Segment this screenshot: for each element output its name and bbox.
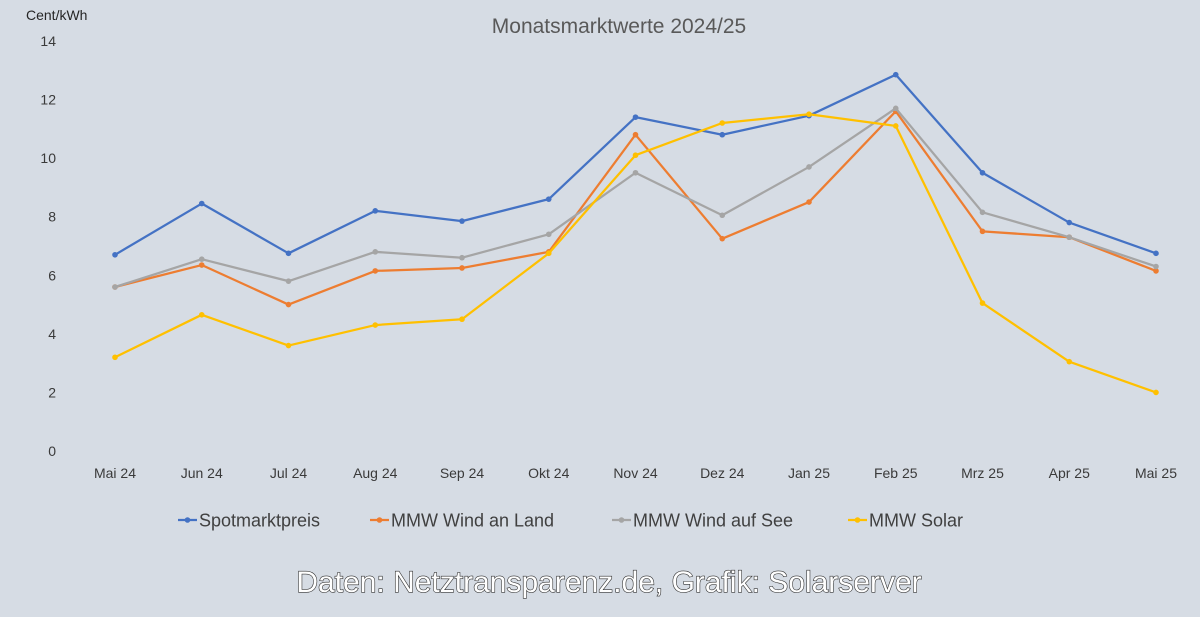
data-point: [372, 249, 379, 255]
data-point: [632, 152, 639, 159]
data-point: [1153, 389, 1159, 396]
data-point: [459, 218, 465, 224]
data-point: [1066, 219, 1073, 226]
data-point: [632, 169, 639, 176]
legend-item: MMW Wind an Land: [370, 511, 554, 531]
data-point: [806, 199, 812, 205]
data-point: [979, 228, 986, 235]
data-point: [459, 254, 465, 261]
x-tick-label: Sep 24: [440, 465, 485, 481]
y-axis-ticks: 0 2 4 6 8 10 12 14: [40, 33, 56, 459]
data-point: [892, 123, 899, 129]
data-point: [112, 251, 118, 258]
data-point: [545, 231, 552, 238]
data-point: [372, 322, 379, 328]
x-axis-ticks: Mai 24 Jun 24 Jul 24 Aug 24 Sep 24 Okt 24 Nov …: [94, 465, 1177, 481]
data-point: [545, 196, 552, 202]
legend-label: Spotmarktpreis: [199, 511, 320, 531]
series-mmw-solar: [112, 111, 1159, 396]
data-point: [459, 316, 465, 323]
data-point: [285, 250, 292, 257]
legend-label: MMW Solar: [869, 511, 963, 531]
data-point: [198, 312, 205, 318]
y-tick-label: 0: [48, 443, 56, 459]
data-point: [285, 301, 292, 308]
data-point: [806, 111, 812, 118]
legend-item: Spotmarktpreis: [178, 511, 320, 531]
x-tick-label: Dez 24: [700, 465, 745, 481]
data-point: [632, 131, 639, 138]
series-mmw-wind-auf-see: [112, 105, 1159, 290]
data-point: [198, 262, 205, 268]
legend-label: MMW Wind auf See: [633, 511, 793, 531]
data-point: [892, 71, 899, 78]
x-tick-label: Jul 24: [270, 465, 308, 481]
series-line: [114, 110, 1157, 306]
y-tick-label: 4: [48, 326, 56, 342]
x-tick-label: Nov 24: [613, 465, 658, 481]
x-tick-label: Mai 24: [94, 465, 136, 481]
data-point: [979, 300, 986, 306]
x-tick-label: Aug 24: [353, 465, 398, 481]
data-point: [372, 268, 379, 274]
x-tick-label: Apr 25: [1049, 465, 1090, 481]
y-tick-label: 6: [48, 267, 56, 283]
data-point: [1066, 234, 1073, 241]
data-point: [198, 256, 205, 262]
legend-item: MMW Solar: [848, 511, 963, 531]
x-tick-label: Feb 25: [874, 465, 918, 481]
data-point: [979, 209, 986, 216]
data-point: [545, 250, 552, 257]
legend-item: MMW Wind auf See: [612, 511, 793, 531]
data-point: [1153, 268, 1159, 274]
legend-marker: [184, 517, 191, 523]
data-point: [719, 131, 726, 138]
data-point: [285, 278, 292, 284]
data-point: [719, 235, 726, 242]
series-line: [114, 73, 1157, 256]
legend-marker: [376, 517, 383, 523]
y-tick-label: 14: [40, 33, 56, 49]
data-point: [285, 342, 292, 349]
data-point: [719, 120, 726, 126]
data-point: [1153, 250, 1159, 257]
data-point: [372, 208, 379, 214]
series-spotmarktpreis: [112, 71, 1159, 258]
data-point: [979, 169, 986, 176]
series-mmw-wind-an-land: [112, 108, 1159, 308]
data-point: [806, 164, 812, 170]
x-tick-label: Mai 25: [1135, 465, 1177, 481]
data-point: [112, 354, 118, 361]
legend-marker: [854, 517, 861, 523]
data-point: [459, 265, 465, 271]
series-lines: [112, 71, 1159, 396]
data-point: [719, 212, 726, 219]
data-point: [198, 200, 205, 207]
x-tick-label: Jan 25: [788, 465, 830, 481]
data-point: [1153, 263, 1159, 270]
y-axis-label: Cent/kWh: [26, 7, 87, 23]
x-tick-label: Okt 24: [528, 465, 569, 481]
legend: Spotmarktpreis MMW Wind an Land MMW Wind a…: [178, 511, 963, 531]
y-tick-label: 10: [40, 150, 56, 166]
x-tick-label: Jun 24: [181, 465, 223, 481]
source-credit: Daten: Netztransparenz.de, Grafik: Solar…: [296, 566, 921, 599]
data-point: [892, 105, 899, 112]
y-tick-label: 12: [40, 92, 56, 108]
legend-marker: [618, 517, 625, 523]
data-point: [1066, 358, 1073, 365]
data-point: [632, 114, 639, 120]
y-tick-label: 8: [48, 209, 56, 225]
x-tick-label: Mrz 25: [961, 465, 1004, 481]
chart-title: Monatsmarktwerte 2024/25: [492, 15, 746, 38]
data-point: [112, 284, 118, 290]
y-tick-label: 2: [48, 384, 56, 400]
legend-label: MMW Wind an Land: [391, 511, 554, 531]
